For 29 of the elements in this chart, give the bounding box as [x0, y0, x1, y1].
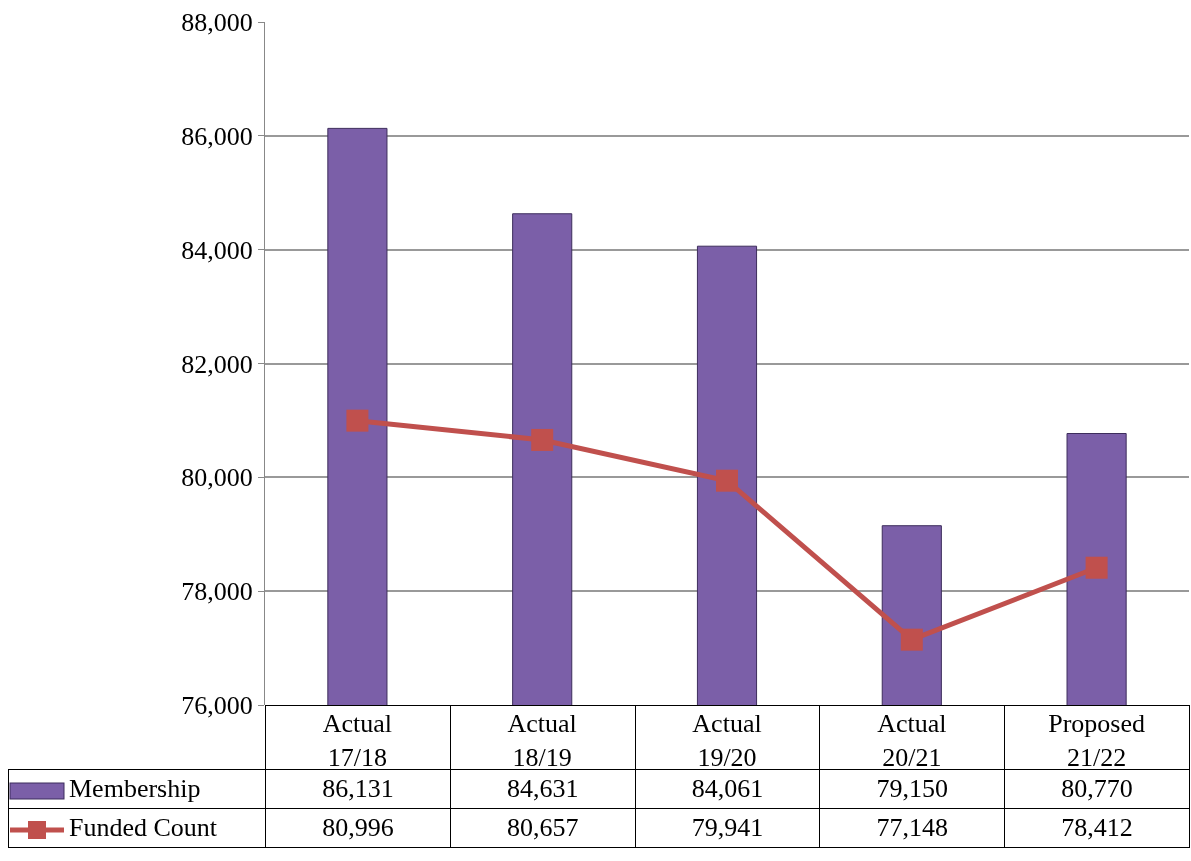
- x-tick-label: Actual 20/21: [877, 709, 947, 772]
- data-label: 80,996: [265, 808, 451, 848]
- data-label: 79,941: [635, 808, 820, 848]
- x-tick-label: Actual 19/20: [692, 709, 762, 772]
- point: [531, 428, 554, 451]
- data-label: 86,131: [322, 774, 394, 803]
- x-tick-label: Actual 18/19: [507, 709, 577, 772]
- legend-label: Membership: [8, 769, 266, 809]
- data-label: 77,148: [819, 808, 1005, 848]
- y-tick-label: 86,000: [181, 121, 253, 151]
- legend-label: Funded Count: [8, 808, 266, 848]
- point: [900, 628, 923, 651]
- data-label: 84,631: [506, 774, 579, 803]
- y-tick-label: 78,000: [181, 577, 253, 607]
- point: [1085, 556, 1108, 579]
- point: [346, 409, 369, 432]
- y-tick-label: 76,000: [181, 691, 253, 721]
- data-label: 78,412: [1004, 808, 1190, 848]
- y-tick-label: 84,000: [181, 235, 253, 265]
- x-tick-label: Proposed 21/22: [1048, 709, 1145, 772]
- data-label: 80,770: [1061, 774, 1133, 803]
- data-label: 84,061: [691, 774, 764, 803]
- y-tick-label: 88,000: [181, 8, 253, 38]
- data-label: 80,657: [450, 808, 636, 848]
- data-label: 79,150: [876, 774, 949, 803]
- y-tick-label: 82,000: [181, 349, 253, 379]
- x-tick-label: Actual 17/18: [322, 709, 393, 772]
- y-tick-label: 80,000: [181, 463, 253, 493]
- point: [716, 469, 738, 492]
